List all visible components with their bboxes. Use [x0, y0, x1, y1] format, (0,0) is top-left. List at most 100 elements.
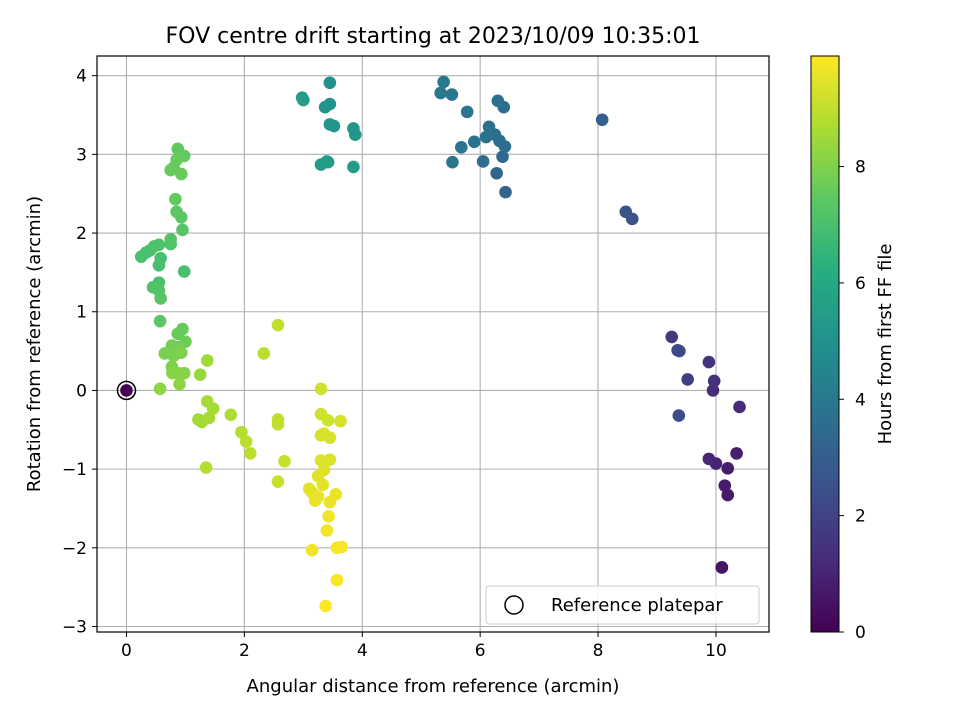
legend-reference-marker: [504, 595, 524, 615]
data-point: [707, 374, 721, 388]
data-point: [323, 453, 337, 466]
data-point: [271, 417, 285, 431]
data-point: [721, 462, 735, 475]
data-point: [446, 155, 459, 169]
y-axis-ticks: −3 −2 −1 0 1 2 3 4: [62, 67, 97, 637]
y-tick-label: −2: [62, 539, 87, 559]
data-point: [323, 431, 337, 444]
legend-entry-reference: Reference platepar: [551, 595, 723, 616]
y-tick-label: 1: [76, 303, 87, 323]
data-point: [297, 93, 310, 107]
data-point: [174, 211, 188, 224]
data-point: [619, 205, 633, 219]
grid-lines: [97, 56, 769, 632]
data-point: [454, 140, 468, 154]
colorbar-label: Hours from first FF file: [875, 244, 896, 445]
data-point: [199, 461, 213, 474]
data-point: [595, 113, 609, 127]
data-point: [437, 75, 450, 89]
legend: Reference platepar: [485, 585, 760, 625]
data-point: [308, 494, 322, 507]
data-point: [334, 414, 347, 428]
data-point: [467, 135, 481, 149]
colorbar-tick-label: 2: [855, 507, 866, 527]
reference-platepar-point: [116, 380, 137, 401]
data-point: [320, 155, 334, 168]
data-point: [152, 259, 166, 272]
data-point: [174, 167, 188, 181]
chart-title: FOV centre drift starting at 2023/10/09 …: [166, 24, 701, 49]
data-point: [134, 250, 148, 263]
y-tick-label: 4: [76, 67, 87, 87]
data-point: [320, 524, 334, 537]
data-point: [730, 447, 743, 460]
data-point: [434, 86, 447, 100]
data-point: [347, 160, 360, 174]
data-point: [329, 487, 343, 501]
data-point: [318, 100, 332, 114]
data-point: [202, 411, 216, 425]
data-point: [335, 540, 348, 554]
data-point: [491, 94, 505, 108]
plot-area: [97, 56, 769, 632]
data-point: [177, 265, 191, 278]
data-point: [153, 382, 167, 396]
data-point: [271, 475, 285, 489]
y-tick-label: 0: [76, 381, 87, 401]
data-point: [672, 409, 686, 422]
data-point: [173, 377, 186, 391]
data-point: [348, 128, 362, 141]
data-point: [316, 478, 330, 492]
x-axis-ticks: 0 2 4 6 8 10: [121, 632, 727, 661]
data-point: [733, 400, 746, 414]
data-point: [445, 88, 459, 101]
data-point: [169, 192, 182, 206]
data-point: [243, 447, 257, 460]
plot-frame: [96, 55, 770, 633]
data-point: [490, 166, 503, 180]
data-point: [715, 561, 729, 574]
data-point: [176, 223, 189, 237]
colorbar-tick-label: 0: [855, 623, 866, 643]
data-point: [271, 318, 285, 332]
data-point: [305, 543, 319, 557]
y-tick-label: −3: [62, 617, 87, 637]
data-point: [321, 414, 335, 427]
data-point: [171, 327, 185, 341]
data-point: [499, 185, 512, 199]
data-point: [323, 76, 337, 90]
x-tick-label: 4: [357, 641, 368, 661]
data-point: [224, 408, 238, 422]
data-point: [319, 599, 333, 613]
data-point: [681, 373, 694, 386]
x-tick-label: 10: [705, 641, 727, 661]
x-tick-label: 2: [239, 641, 250, 661]
data-point: [153, 314, 167, 328]
data-point: [476, 155, 490, 168]
data-point: [330, 573, 344, 587]
data-point: [706, 384, 720, 397]
y-tick-label: 3: [76, 145, 87, 165]
data-point: [257, 347, 271, 360]
data-point: [479, 130, 493, 144]
data-point: [154, 292, 167, 305]
data-point: [174, 346, 188, 359]
data-point: [718, 479, 732, 492]
x-tick-label: 6: [475, 641, 486, 661]
data-point: [314, 382, 328, 396]
colorbar-tick-label: 4: [855, 390, 866, 410]
legend-box: [485, 585, 760, 625]
x-tick-label: 8: [593, 641, 604, 661]
data-point: [496, 150, 509, 164]
data-point: [171, 142, 185, 156]
y-tick-label: −1: [62, 460, 87, 480]
data-point: [120, 384, 133, 397]
data-point: [665, 330, 679, 344]
x-axis-label: Angular distance from reference (arcmin): [247, 676, 620, 697]
data-point: [278, 454, 291, 468]
data-point: [239, 435, 253, 448]
x-tick-label: 0: [121, 641, 132, 661]
data-point: [322, 510, 335, 523]
data-point: [235, 425, 248, 439]
